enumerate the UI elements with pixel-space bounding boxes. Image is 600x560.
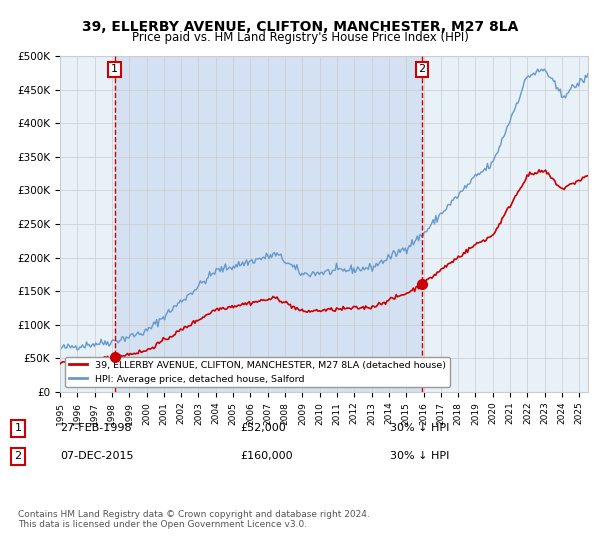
- Text: 1: 1: [14, 423, 22, 433]
- Legend: 39, ELLERBY AVENUE, CLIFTON, MANCHESTER, M27 8LA (detached house), HPI: Average : 39, ELLERBY AVENUE, CLIFTON, MANCHESTER,…: [65, 357, 450, 388]
- Bar: [115, 56, 422, 392]
- Text: 1: 1: [111, 64, 118, 74]
- Text: 2: 2: [14, 451, 22, 461]
- Text: £52,000: £52,000: [240, 423, 286, 433]
- Text: 2: 2: [419, 64, 426, 74]
- Text: Contains HM Land Registry data © Crown copyright and database right 2024.
This d: Contains HM Land Registry data © Crown c…: [18, 510, 370, 529]
- Text: 27-FEB-1998: 27-FEB-1998: [60, 423, 131, 433]
- Text: 30% ↓ HPI: 30% ↓ HPI: [390, 423, 449, 433]
- Text: 07-DEC-2015: 07-DEC-2015: [60, 451, 133, 461]
- Text: Price paid vs. HM Land Registry's House Price Index (HPI): Price paid vs. HM Land Registry's House …: [131, 31, 469, 44]
- Text: £160,000: £160,000: [240, 451, 293, 461]
- Text: 39, ELLERBY AVENUE, CLIFTON, MANCHESTER, M27 8LA: 39, ELLERBY AVENUE, CLIFTON, MANCHESTER,…: [82, 20, 518, 34]
- Text: 30% ↓ HPI: 30% ↓ HPI: [390, 451, 449, 461]
